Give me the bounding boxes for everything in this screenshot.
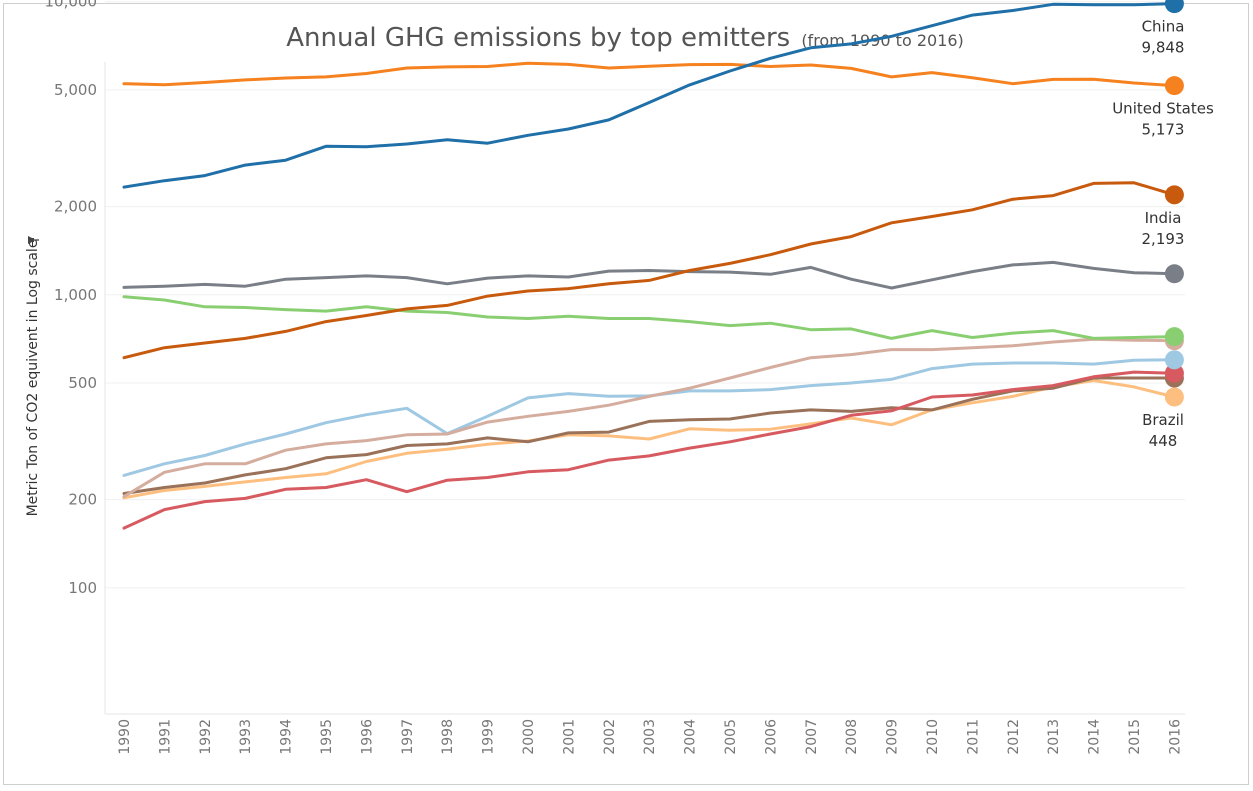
series-lines [122, 2, 1176, 530]
y-tick-label: 1,000 [54, 286, 97, 304]
x-tick-label: 1997 [400, 719, 416, 755]
x-tick-label: 2002 [602, 719, 618, 755]
x-tick-label: 2005 [723, 719, 739, 755]
end-marker-red[interactable] [1164, 363, 1184, 383]
x-tick-label: 1990 [117, 719, 133, 755]
end-label-name-china: China [1142, 18, 1185, 36]
chart-frame [3, 3, 1249, 785]
x-tick-label: 2000 [521, 719, 537, 755]
series-line-brown[interactable] [122, 376, 1176, 495]
x-tick-label: 1993 [238, 719, 254, 755]
y-tick-label: 100 [68, 579, 97, 597]
y-axis-label: Metric Ton of CO2 equivent in Log scale [25, 240, 41, 517]
x-tick-label: 2010 [925, 719, 941, 755]
end-marker-gray[interactable] [1164, 264, 1184, 284]
gridlines [105, 1, 1185, 589]
x-tick-label: 2004 [683, 719, 699, 755]
x-tick-label: 2014 [1087, 719, 1103, 755]
y-tick-label: 2,000 [54, 198, 97, 216]
end-marker-brazil[interactable] [1164, 387, 1184, 407]
end-labels: China 9,848 United States 5,173 India 2,193 Br… [1112, 18, 1214, 450]
x-tick-label: 2016 [1167, 719, 1183, 755]
series-line-gray[interactable] [122, 260, 1176, 290]
x-tick-label: 2009 [885, 719, 901, 755]
end-marker-lightblue[interactable] [1164, 350, 1184, 370]
x-tick-label: 2006 [763, 719, 779, 755]
y-axis-ticks: 100 200 500 1,000 2,000 5,000 10,000 [45, 0, 98, 597]
x-tick-label: 1994 [279, 719, 295, 755]
x-tick-label: 2011 [965, 719, 981, 755]
x-tick-label: 1995 [319, 719, 335, 755]
x-axis-ticks: 1990 1991 1992 1993 1994 1995 1996 1997 1998 1999… [117, 719, 1183, 755]
x-tick-label: 2012 [1006, 719, 1022, 755]
x-tick-label: 1996 [359, 719, 375, 755]
end-label-value-india: 2,193 [1142, 230, 1185, 248]
y-tick-label: 500 [68, 374, 97, 392]
series-line-tan[interactable] [122, 337, 1176, 498]
chart-title-main: Annual GHG emissions by top emitters [286, 23, 790, 53]
pin-icon[interactable] [28, 236, 39, 244]
series-line-united-states[interactable] [122, 61, 1176, 88]
end-label-name-brazil: Brazil [1142, 411, 1184, 429]
series-line-india[interactable] [122, 181, 1176, 360]
y-tick-label: 10,000 [45, 0, 98, 11]
x-tick-label: 2008 [844, 719, 860, 755]
end-label-value-brazil: 448 [1149, 432, 1178, 450]
x-tick-label: 2003 [642, 719, 658, 755]
x-tick-label: 1999 [481, 719, 497, 755]
end-marker-united-states[interactable] [1164, 76, 1184, 96]
series-line-lightblue[interactable] [122, 358, 1176, 477]
series-line-red[interactable] [122, 370, 1176, 530]
end-label-value-china: 9,848 [1142, 39, 1185, 57]
x-tick-label: 1991 [157, 719, 173, 755]
series-line-green[interactable] [122, 295, 1176, 340]
end-marker-green[interactable] [1164, 327, 1184, 347]
y-tick-label: 5,000 [54, 81, 97, 99]
axes [104, 62, 1185, 715]
y-tick-label: 200 [68, 491, 97, 509]
end-label-name-india: India [1145, 209, 1182, 227]
end-label-value-united-states: 5,173 [1142, 121, 1185, 139]
x-tick-label: 2015 [1127, 719, 1143, 755]
x-tick-label: 2007 [804, 719, 820, 755]
chart-title: Annual GHG emissions by top emitters (fr… [286, 23, 964, 53]
series-line-brazil[interactable] [122, 379, 1176, 500]
end-marker-china[interactable] [1164, 0, 1184, 14]
end-marker-india[interactable] [1164, 185, 1184, 205]
x-tick-label: 2001 [561, 719, 577, 755]
x-tick-label: 1998 [440, 719, 456, 755]
series-line-china[interactable] [122, 2, 1176, 189]
end-label-name-united-states: United States [1112, 100, 1214, 118]
x-tick-label: 1992 [198, 719, 214, 755]
end-markers [1164, 0, 1184, 407]
x-tick-label: 2013 [1046, 719, 1062, 755]
